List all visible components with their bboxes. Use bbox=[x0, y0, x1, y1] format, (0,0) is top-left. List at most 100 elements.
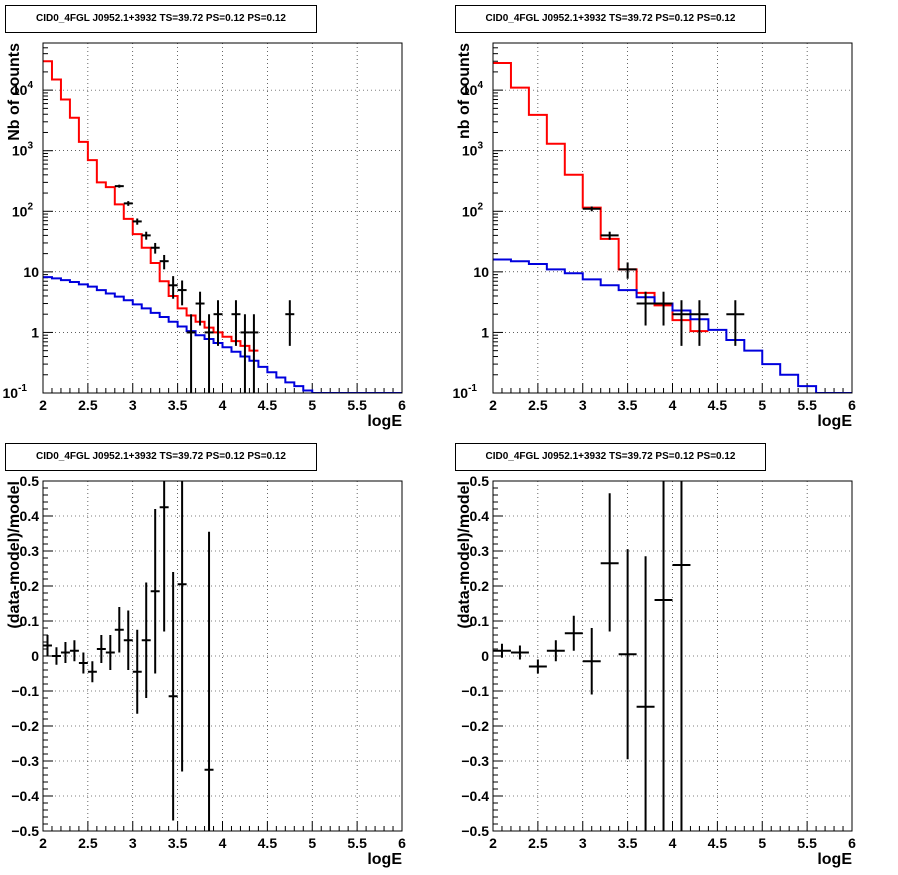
data-point bbox=[141, 582, 151, 698]
y-axis-title: nb of counts bbox=[456, 43, 473, 139]
data-point bbox=[114, 184, 124, 188]
data-point bbox=[87, 661, 97, 683]
data-point bbox=[510, 645, 529, 660]
x-tick-label: 3.5 bbox=[168, 835, 188, 851]
y-tick-label: −0.5 bbox=[11, 823, 39, 839]
chart-title: CID0_4FGL J0952.1+3932 TS=39.72 PS=0.12 … bbox=[5, 5, 317, 33]
y-tick-exponent: 3 bbox=[477, 141, 483, 152]
data-point bbox=[654, 291, 673, 326]
data-point bbox=[564, 615, 583, 651]
data-point bbox=[123, 201, 133, 206]
plot-frame bbox=[492, 480, 853, 832]
chart-panel-1: 2 2.5 3 3.5 4 4.5 5 5.5 610-1110102103104logENb … bbox=[3, 42, 406, 430]
plot-area bbox=[493, 481, 691, 831]
data-point bbox=[493, 643, 511, 658]
y-tick-label: 0.5 bbox=[20, 473, 40, 489]
plot-area bbox=[493, 62, 852, 393]
x-tick-label: 2.5 bbox=[78, 397, 98, 413]
data-point bbox=[150, 509, 160, 674]
x-tick-label: 3.5 bbox=[618, 397, 638, 413]
data-point bbox=[177, 481, 187, 772]
y-tick-label: 0 bbox=[31, 648, 39, 664]
data-point bbox=[150, 242, 160, 254]
x-tick-label: 6 bbox=[398, 397, 406, 413]
x-tick-label: 4 bbox=[219, 397, 227, 413]
y-axis-title: (data-model)/model bbox=[456, 481, 473, 629]
x-tick-label: 5 bbox=[308, 835, 316, 851]
y-tick-label: 1 bbox=[31, 324, 39, 340]
data-point bbox=[582, 628, 601, 695]
grid bbox=[493, 481, 852, 831]
chart-title: CID0_4FGL J0952.1+3932 TS=39.72 PS=0.12 … bbox=[455, 443, 766, 471]
plot-frame bbox=[42, 480, 403, 832]
data-point bbox=[582, 206, 601, 212]
x-tick-label: 5.5 bbox=[347, 397, 367, 413]
data-point bbox=[213, 300, 223, 346]
x-axis-title: logE bbox=[367, 851, 402, 868]
plot-area bbox=[43, 481, 214, 831]
grid bbox=[493, 43, 852, 393]
data-point bbox=[249, 314, 259, 393]
x-tick-label: 2 bbox=[489, 835, 497, 851]
y-tick-label: 10 bbox=[23, 264, 39, 280]
y-tick-label: −0.1 bbox=[461, 683, 489, 699]
data-point bbox=[240, 314, 250, 393]
data-point bbox=[231, 300, 241, 346]
data-point bbox=[204, 314, 214, 393]
data-point bbox=[285, 300, 295, 346]
data-point bbox=[618, 549, 637, 760]
y-tick-label: −0.3 bbox=[461, 753, 489, 769]
x-tick-label: 2 bbox=[39, 835, 47, 851]
data-point bbox=[186, 314, 196, 393]
y-tick-label: 0.3 bbox=[470, 543, 490, 559]
x-tick-label: 4.5 bbox=[708, 835, 728, 851]
axis-ticks bbox=[42, 42, 403, 394]
x-tick-label: 3 bbox=[579, 397, 587, 413]
model-histogram-total bbox=[493, 62, 709, 333]
y-tick-label: 0.5 bbox=[470, 473, 490, 489]
model-histogram-total bbox=[43, 60, 259, 352]
data-point bbox=[672, 481, 691, 831]
y-tick-exponent: 2 bbox=[27, 201, 33, 212]
y-tick-exponent: -1 bbox=[468, 383, 477, 394]
y-tick-label: −0.4 bbox=[11, 788, 39, 804]
data-point bbox=[177, 280, 187, 306]
x-tick-label: 2 bbox=[39, 397, 47, 413]
y-axis-title: (data-model)/model bbox=[6, 481, 23, 629]
y-tick-label: 10-1 bbox=[3, 383, 28, 401]
y-tick-label: 10-1 bbox=[453, 383, 478, 401]
plot-frame bbox=[42, 42, 403, 394]
model-histogram-component bbox=[43, 276, 402, 393]
data-point bbox=[105, 635, 115, 670]
y-tick-label: 0.2 bbox=[470, 578, 490, 594]
y-tick-label: −0.2 bbox=[461, 718, 489, 734]
chart-panel-2: 2 2.5 3 3.5 4 4.5 5 5.5 610-1110102103104logEnb … bbox=[453, 42, 856, 430]
y-tick-label: 103 bbox=[462, 141, 484, 159]
data-point bbox=[726, 300, 745, 346]
chart-title: CID0_4FGL J0952.1+3932 TS=39.72 PS=0.12 … bbox=[5, 443, 317, 471]
x-tick-label: 3 bbox=[129, 835, 137, 851]
x-tick-label: 4.5 bbox=[708, 397, 728, 413]
data-point bbox=[618, 262, 637, 279]
chart-panel-4: 2 2.5 3 3.5 4 4.5 5 5.5 6 −0.5 −0.4 −0.3 −0.2 −0.1 0 0.… bbox=[456, 473, 856, 868]
y-tick-label: 0.3 bbox=[20, 543, 40, 559]
data-point bbox=[69, 640, 79, 662]
data-point bbox=[528, 659, 547, 674]
data-point bbox=[546, 640, 565, 662]
data-point bbox=[96, 635, 106, 663]
y-tick-label: −0.3 bbox=[11, 753, 39, 769]
x-tick-label: 6 bbox=[848, 397, 856, 413]
y-tick-exponent: 3 bbox=[27, 141, 33, 152]
x-tick-label: 5.5 bbox=[347, 835, 367, 851]
x-tick-label: 5.5 bbox=[797, 397, 817, 413]
data-point bbox=[600, 493, 619, 632]
x-tick-label: 2.5 bbox=[528, 835, 548, 851]
data-point bbox=[636, 556, 655, 831]
x-tick-label: 5 bbox=[758, 397, 766, 413]
x-tick-label: 4.5 bbox=[258, 835, 278, 851]
y-tick-label: 0.1 bbox=[470, 613, 490, 629]
x-tick-label: 5 bbox=[308, 397, 316, 413]
data-point bbox=[600, 231, 619, 240]
y-tick-label: 0.4 bbox=[20, 508, 40, 524]
x-tick-label: 5.5 bbox=[797, 835, 817, 851]
